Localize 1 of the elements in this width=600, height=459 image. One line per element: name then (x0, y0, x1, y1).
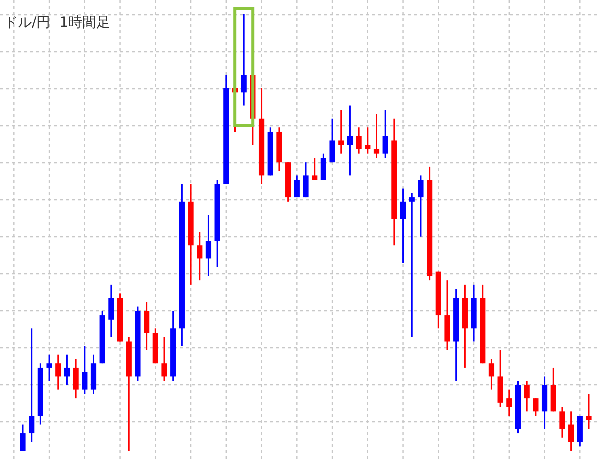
chart-title: ドル/円 1時間足 (4, 15, 111, 31)
